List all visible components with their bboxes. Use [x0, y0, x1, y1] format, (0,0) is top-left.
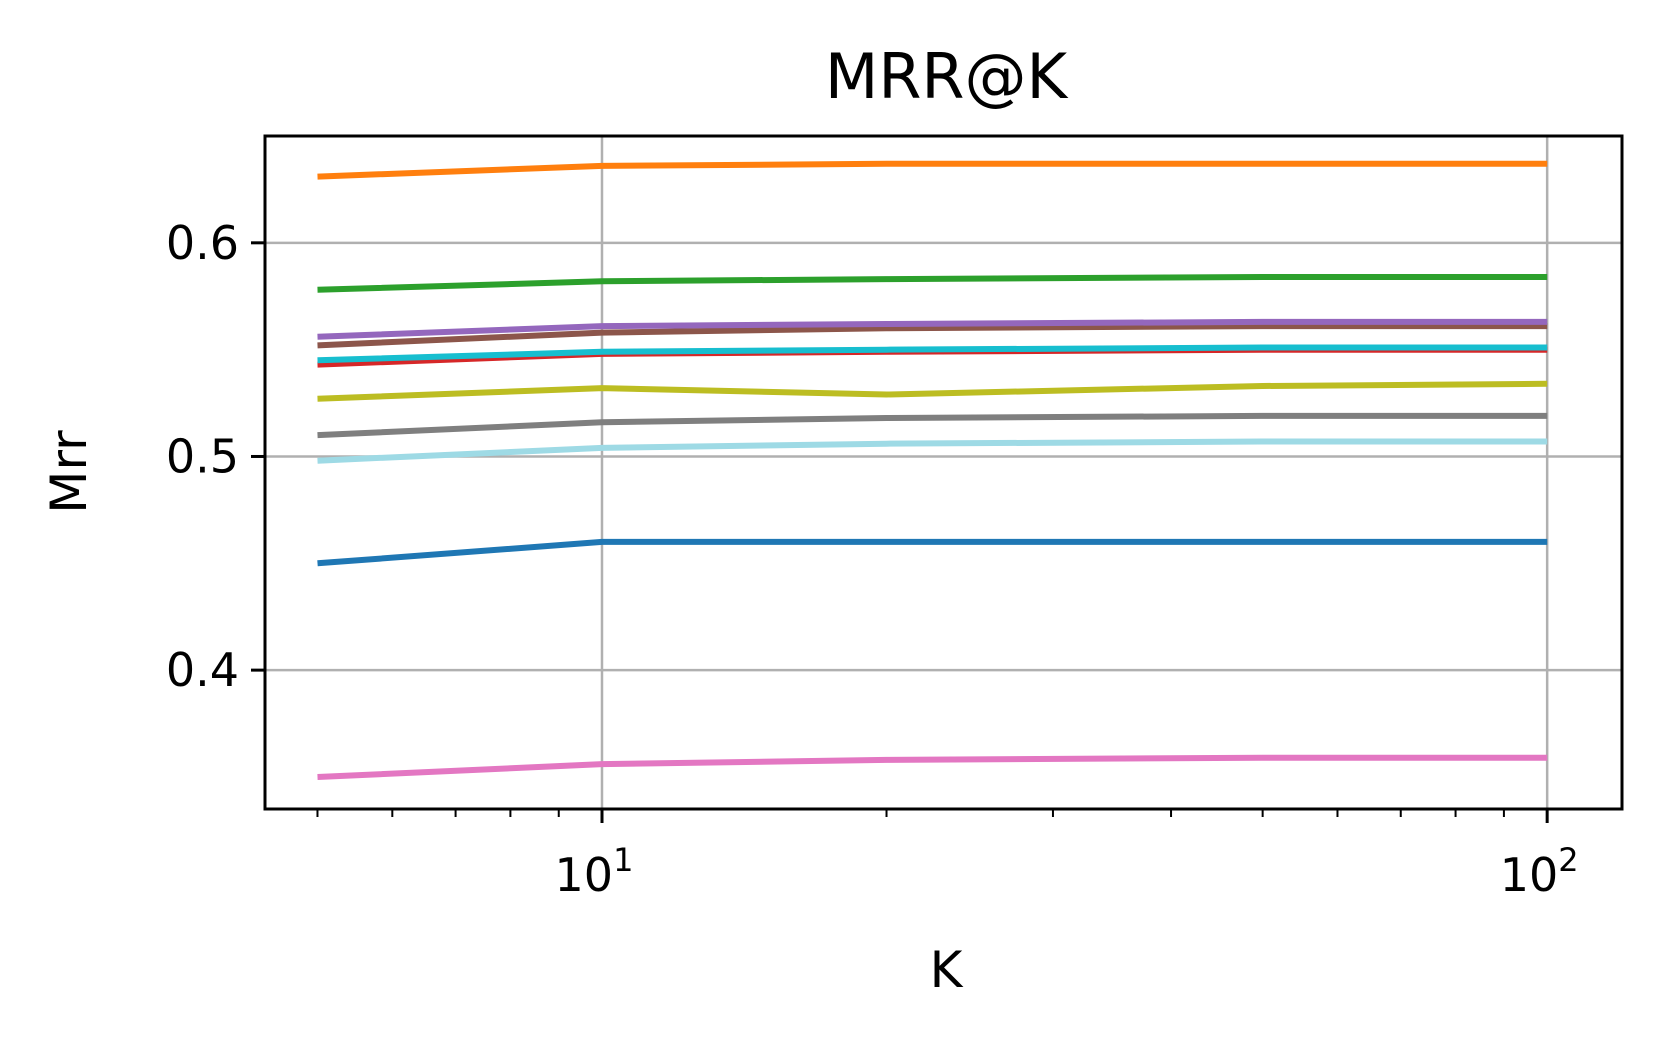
x-axis-label: K	[930, 941, 964, 999]
x-tick-base: 10	[555, 848, 614, 902]
series-line-9	[317, 438, 1548, 464]
series-line-11	[317, 754, 1548, 780]
series-line-6	[317, 344, 1548, 364]
series-line-1	[317, 160, 1548, 180]
series-line-4	[317, 318, 1548, 340]
series-line-7	[317, 380, 1548, 402]
series-line-2	[317, 274, 1548, 293]
plot-frame	[263, 134, 1624, 811]
x-tick-exponent: 2	[1558, 841, 1578, 879]
series-line-10	[317, 538, 1548, 567]
series-line-8	[317, 412, 1548, 439]
x-tick-label: 101	[555, 841, 634, 902]
x-tick-exponent: 1	[613, 841, 633, 879]
series-lines	[317, 160, 1548, 780]
y-axis-label: Mrr	[40, 430, 98, 514]
y-tick-label: 0.6	[166, 216, 239, 270]
x-axis-ticks: 101 102	[316, 809, 1579, 902]
grid-lines	[265, 136, 1622, 809]
x-tick-base: 10	[1500, 848, 1559, 902]
y-tick-label: 0.5	[166, 429, 239, 483]
series-line-3	[317, 323, 1548, 349]
x-tick-label: 102	[1500, 841, 1579, 902]
y-axis-ticks: 0.4 0.5 0.6	[166, 216, 265, 697]
y-tick-label: 0.4	[166, 643, 239, 697]
chart-title: MRR@K	[825, 40, 1069, 113]
